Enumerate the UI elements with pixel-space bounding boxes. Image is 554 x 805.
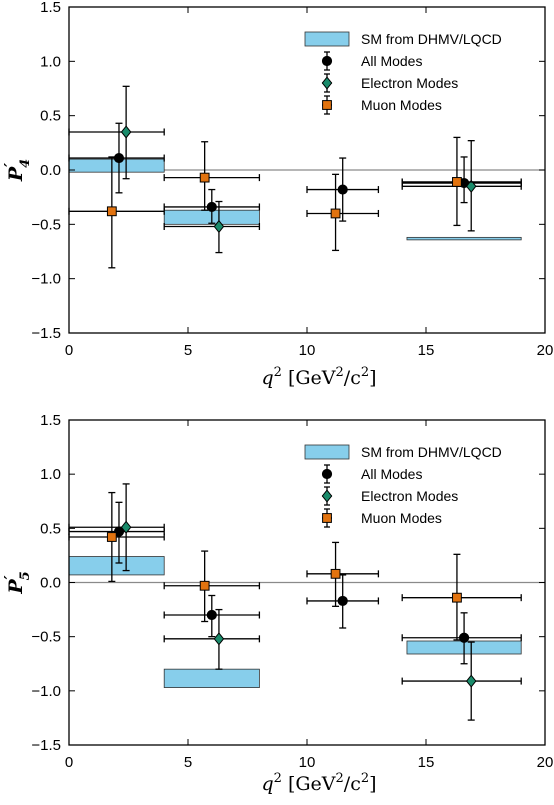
y-tick-label: −1.0 <box>31 683 61 700</box>
y-tick-label: 1.0 <box>40 53 61 70</box>
x-tick-label: 5 <box>184 754 192 771</box>
data-point-square <box>199 580 210 591</box>
chart-panel-2: −1.5 −1.0 −0.5 0.0 0.5 1.0 1.5 0 5 10 15 20 P′5 q2 [G… <box>1 412 553 795</box>
x-tick-label: 20 <box>537 754 554 771</box>
data-point-square <box>199 172 210 183</box>
legend-label: Muon Modes <box>361 510 442 526</box>
y-axis-title: P′5 <box>1 571 33 594</box>
legend: SM from DHMV/LQCD All Modes Electron Modes… <box>304 444 502 528</box>
data-point-circle <box>206 609 217 621</box>
legend-label: SM from DHMV/LQCD <box>361 31 502 47</box>
data-point-circle <box>113 152 125 164</box>
legend-marker-square <box>322 513 332 523</box>
data-point-diamond <box>465 674 477 688</box>
x-tick-label: 15 <box>418 754 435 771</box>
sm-band-3 <box>406 236 522 241</box>
data-point-diamond <box>465 179 477 193</box>
sm-band-2 <box>163 668 260 688</box>
data-point-square <box>330 568 341 579</box>
legend: SM from DHMV/LQCD All Modes Electron Modes… <box>304 31 502 115</box>
data-point-diamond <box>213 219 225 234</box>
x-tick-label: 0 <box>65 754 73 771</box>
series-square <box>68 491 522 641</box>
y-tick-label: −0.5 <box>31 216 61 233</box>
y-tick-label: −1.0 <box>31 271 61 288</box>
x-tick-label: 5 <box>184 342 192 359</box>
legend-label: SM from DHMV/LQCD <box>361 444 502 460</box>
series-circle <box>68 122 522 224</box>
y-tick-label: 1.0 <box>40 466 61 483</box>
data-point-square <box>452 592 462 603</box>
chart-panel-1: −1.5 −1.0 −0.5 0.0 0.5 1.0 1.5 0 5 10 15 20 P′4 q2 [G… <box>1 0 553 389</box>
y-tick-label: 1.5 <box>40 0 61 16</box>
data-point-square <box>452 177 462 187</box>
x-tick-label: 20 <box>537 342 554 359</box>
y-tick-label: 0.0 <box>40 575 61 592</box>
x-axis-title: q2 [GeV2/c2] <box>261 771 376 795</box>
x-tick-label: 0 <box>65 342 73 359</box>
legend-swatch-sm <box>304 31 350 47</box>
data-point-square <box>330 208 341 219</box>
data-point-circle <box>206 201 217 213</box>
legend-label: Muon Modes <box>361 97 442 113</box>
data-point-circle <box>337 595 348 607</box>
legend-label: All Modes <box>361 53 422 69</box>
y-tick-label: 0.5 <box>40 108 61 125</box>
legend-marker-diamond <box>321 489 333 503</box>
legend-swatch-sm <box>304 444 350 460</box>
legend-marker-circle <box>321 55 333 67</box>
y-tick-label: 0.5 <box>40 520 61 537</box>
x-axis-title: q2 [GeV2/c2] <box>261 365 376 389</box>
y-tick-label: −1.5 <box>31 325 61 342</box>
x-tick-label: 15 <box>418 342 435 359</box>
data-point-diamond <box>120 125 132 139</box>
data-point-circle <box>458 632 470 643</box>
legend-marker-circle <box>321 468 333 480</box>
legend-marker-diamond <box>321 76 333 90</box>
data-point-diamond <box>120 520 132 534</box>
y-axis-title: P′4 <box>1 159 33 182</box>
y-tick-label: −1.5 <box>31 737 61 754</box>
y-tick-label: 0.0 <box>40 162 61 179</box>
legend-label: Electron Modes <box>361 75 458 91</box>
data-point-square <box>106 206 117 217</box>
legend-label: All Modes <box>361 466 422 482</box>
data-point-diamond <box>213 632 225 646</box>
x-tick-label: 10 <box>299 754 316 771</box>
series-diamond <box>68 483 522 721</box>
series-square <box>68 136 522 269</box>
sm-band-1 <box>68 556 165 576</box>
x-tick-label: 10 <box>299 342 316 359</box>
legend-marker-square <box>322 100 332 110</box>
y-tick-label: −0.5 <box>31 629 61 646</box>
y-tick-label: 1.5 <box>40 412 61 429</box>
series-circle <box>68 501 522 665</box>
legend-label: Electron Modes <box>361 488 458 504</box>
data-point-square <box>106 532 117 542</box>
data-point-circle <box>337 184 348 195</box>
